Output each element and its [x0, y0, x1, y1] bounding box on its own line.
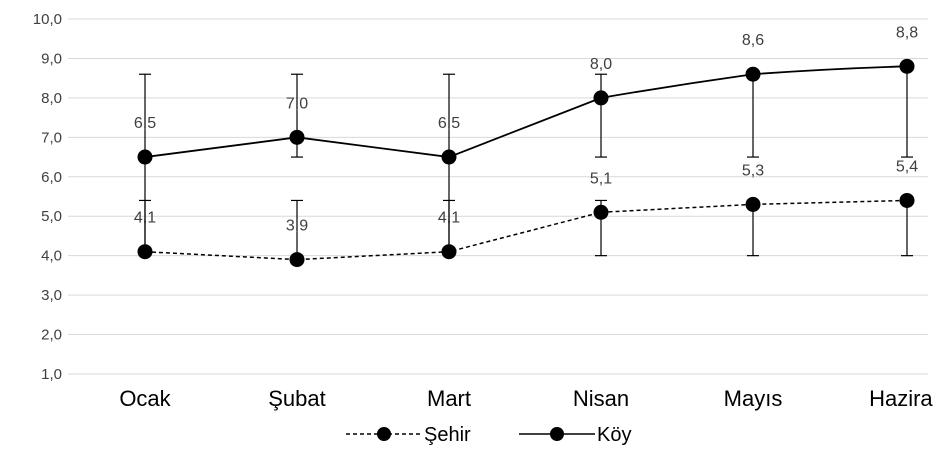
y-tick-label: 6,0 [41, 169, 62, 186]
x-tick-label: Ocak [119, 386, 171, 411]
data-point [289, 129, 305, 145]
data-label: 8,6 [742, 32, 764, 49]
x-tick-label: Mart [427, 386, 471, 411]
y-tick-label: 7,0 [41, 129, 62, 146]
data-point [745, 196, 761, 212]
y-tick-label: 4,0 [41, 248, 62, 265]
legend-label-sehir: Şehir [424, 424, 471, 446]
x-axis-ticks: Ocak Şubat Mart Nisan Mayıs Haziran [119, 386, 933, 411]
gridlines [68, 18, 928, 375]
x-tick-label: Şubat [268, 386, 326, 411]
legend-marker-sehir [377, 427, 391, 441]
series-group: 4,1 3,9 4,15,1 5,3 5,46,57,06,58,08,6 8,8 [134, 24, 918, 268]
x-tick-label: Mayıs [724, 386, 783, 411]
data-label: 8,0 [590, 56, 612, 73]
series-1: 6,5 7,0 6,5 8,0 8,6 8,8 [134, 24, 918, 257]
data-point [441, 149, 457, 165]
y-axis-ticks: 1,0 2,0 3,0 4,0 5,0 6,0 7,0 8,0 9,0 10,0 [33, 11, 62, 383]
legend-marker-koy [550, 427, 564, 441]
data-label: 3,9 [286, 218, 308, 235]
data-point [899, 58, 915, 74]
x-tick-label: Nisan [573, 386, 629, 411]
data-point [899, 192, 915, 208]
data-label: 6,5 [438, 115, 460, 132]
data-label: 6,5 [134, 115, 156, 132]
series-0: 4,1 3,9 4,15,1 5,3 5,4 [134, 158, 918, 268]
data-point [593, 90, 609, 106]
y-tick-label: 9,0 [41, 50, 62, 67]
data-point [593, 204, 609, 220]
x-tick-label: Haziran [869, 386, 933, 411]
series-line [144, 65, 908, 158]
data-label: 8,8 [896, 24, 918, 41]
series-line [144, 199, 908, 261]
data-point [289, 252, 305, 268]
legend: Şehir Köy [346, 424, 631, 446]
y-tick-label: 5,0 [41, 208, 62, 225]
data-label: 5,3 [742, 162, 764, 179]
data-label: 5,1 [590, 170, 612, 187]
data-point [745, 66, 761, 82]
data-point [137, 149, 153, 165]
legend-label-koy: Köy [597, 424, 631, 446]
y-tick-label: 8,0 [41, 90, 62, 107]
data-label: 7,0 [286, 95, 308, 112]
y-tick-label: 1,0 [41, 366, 62, 383]
data-label: 5,4 [896, 158, 918, 175]
y-tick-label: 10,0 [33, 11, 62, 28]
y-tick-label: 3,0 [41, 287, 62, 304]
y-tick-label: 2,0 [41, 327, 62, 344]
